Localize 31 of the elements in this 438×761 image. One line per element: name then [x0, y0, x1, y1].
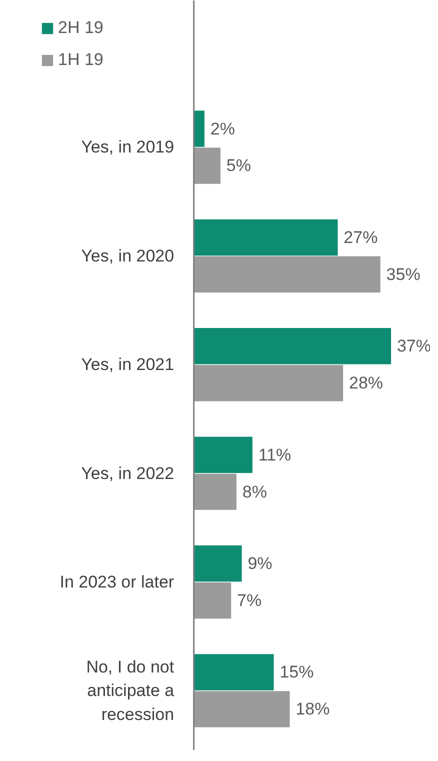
- legend-label: 1H 19: [58, 50, 104, 70]
- data-label: 28%: [348, 374, 384, 393]
- data-label: 35%: [386, 264, 420, 284]
- bar: [194, 328, 392, 364]
- y-tick-label: In 2023 or later: [60, 572, 174, 592]
- data-label: 7%: [237, 591, 262, 610]
- y-tick-label: Yes, in 2022: [81, 464, 174, 483]
- data-label: 18%: [296, 700, 330, 719]
- data-label: 8%: [242, 482, 267, 502]
- bar: [194, 365, 344, 402]
- bar: [194, 256, 380, 293]
- data-label: 2%: [210, 119, 235, 138]
- bar: [194, 545, 242, 582]
- data-label: 27%: [344, 228, 378, 247]
- data-label: 5%: [226, 156, 251, 176]
- bar: [194, 219, 338, 256]
- bar: [194, 436, 252, 473]
- y-tick-label: No, I do not anticipate a recession: [86, 657, 175, 724]
- y-tick-label: Yes, in 2020: [81, 246, 174, 266]
- bar: [194, 691, 290, 728]
- data-label: 9%: [248, 554, 272, 574]
- y-tick-label: Yes, in 2021: [81, 355, 174, 374]
- data-label: 15%: [280, 662, 314, 682]
- bar: [194, 582, 232, 619]
- data-label: 11%: [258, 445, 292, 464]
- bar: [194, 474, 236, 510]
- bar: [194, 654, 274, 690]
- y-tick-label: Yes, in 2019: [81, 138, 174, 157]
- legend-label: 2H 19: [58, 18, 104, 38]
- bar: [194, 148, 220, 184]
- bar: [194, 110, 204, 147]
